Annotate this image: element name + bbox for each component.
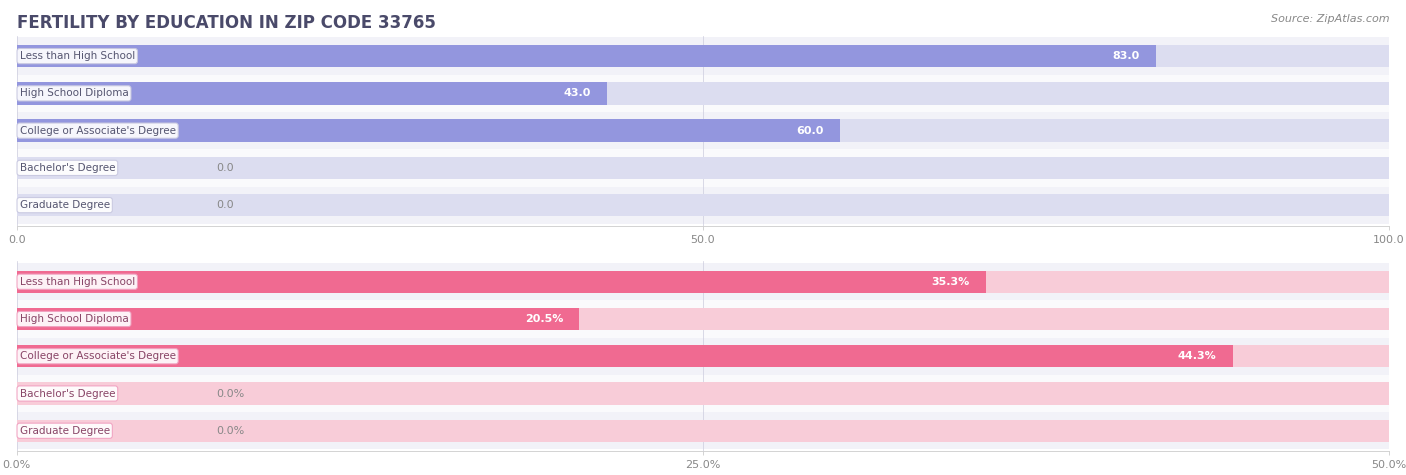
- Text: Bachelor's Degree: Bachelor's Degree: [20, 163, 115, 173]
- Text: 83.0: 83.0: [1112, 51, 1139, 61]
- Bar: [17, 112, 1389, 149]
- Text: Graduate Degree: Graduate Degree: [20, 200, 110, 210]
- Text: 60.0: 60.0: [796, 125, 824, 136]
- Text: FERTILITY BY EDUCATION IN ZIP CODE 33765: FERTILITY BY EDUCATION IN ZIP CODE 33765: [17, 14, 436, 32]
- Bar: [17, 338, 1389, 375]
- Bar: [17, 194, 1389, 216]
- Bar: [17, 345, 1389, 368]
- Bar: [17, 412, 1389, 449]
- Text: Graduate Degree: Graduate Degree: [20, 426, 110, 436]
- Bar: [17, 308, 579, 330]
- Text: 44.3%: 44.3%: [1177, 351, 1216, 361]
- Bar: [17, 38, 1389, 75]
- Bar: [17, 45, 1389, 67]
- Bar: [17, 271, 986, 293]
- Text: Source: ZipAtlas.com: Source: ZipAtlas.com: [1271, 14, 1389, 24]
- Bar: [17, 149, 1389, 187]
- Bar: [17, 271, 1389, 293]
- Bar: [17, 419, 1389, 442]
- Text: College or Associate's Degree: College or Associate's Degree: [20, 125, 176, 136]
- Text: 43.0: 43.0: [562, 88, 591, 98]
- Bar: [17, 119, 1389, 142]
- Text: 0.0: 0.0: [217, 200, 233, 210]
- Text: 35.3%: 35.3%: [931, 277, 969, 287]
- Bar: [17, 45, 1156, 67]
- Text: 0.0: 0.0: [217, 163, 233, 173]
- Text: 20.5%: 20.5%: [524, 314, 562, 324]
- Text: Bachelor's Degree: Bachelor's Degree: [20, 389, 115, 399]
- Bar: [17, 382, 1389, 405]
- Bar: [17, 187, 1389, 224]
- Bar: [17, 308, 1389, 330]
- Bar: [17, 119, 841, 142]
- Bar: [17, 82, 1389, 104]
- Text: Less than High School: Less than High School: [20, 51, 135, 61]
- Bar: [17, 345, 1233, 368]
- Text: College or Associate's Degree: College or Associate's Degree: [20, 351, 176, 361]
- Bar: [17, 157, 1389, 179]
- Bar: [17, 75, 1389, 112]
- Text: 0.0%: 0.0%: [217, 426, 245, 436]
- Text: High School Diploma: High School Diploma: [20, 88, 128, 98]
- Text: Less than High School: Less than High School: [20, 277, 135, 287]
- Bar: [17, 263, 1389, 300]
- Text: High School Diploma: High School Diploma: [20, 314, 128, 324]
- Text: 0.0%: 0.0%: [217, 389, 245, 399]
- Bar: [17, 375, 1389, 412]
- Bar: [17, 82, 607, 104]
- Bar: [17, 300, 1389, 338]
